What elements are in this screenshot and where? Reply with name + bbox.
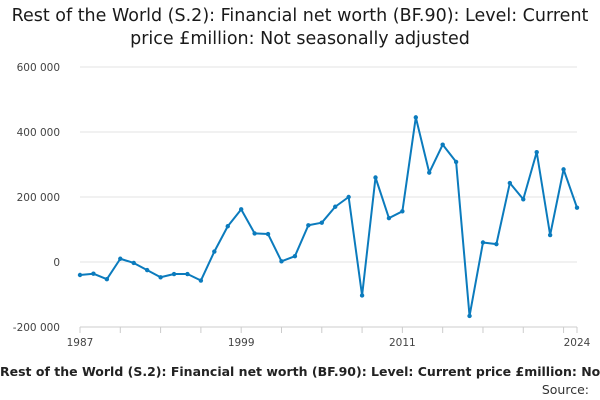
- data-series: [77, 115, 580, 319]
- x-tick-label: 2011: [389, 337, 416, 349]
- data-point[interactable]: [265, 231, 271, 237]
- data-point[interactable]: [373, 175, 378, 180]
- chart-title: Rest of the World (S.2): Financial net w…: [11, 6, 589, 49]
- data-point[interactable]: [561, 167, 566, 172]
- data-point[interactable]: [386, 215, 392, 221]
- data-point[interactable]: [507, 180, 513, 186]
- data-point[interactable]: [198, 278, 204, 283]
- data-point[interactable]: [212, 249, 217, 254]
- data-point[interactable]: [225, 224, 230, 229]
- data-point[interactable]: [521, 197, 526, 202]
- data-point[interactable]: [158, 275, 163, 280]
- data-point[interactable]: [574, 205, 580, 210]
- y-tick-label: 600 000: [17, 62, 60, 74]
- y-tick-label: 200 000: [17, 192, 60, 204]
- data-point[interactable]: [131, 260, 136, 266]
- data-point[interactable]: [306, 223, 311, 228]
- series-line: [79, 116, 578, 317]
- data-point[interactable]: [547, 232, 553, 238]
- data-point[interactable]: [91, 271, 96, 276]
- data-point[interactable]: [319, 220, 324, 225]
- x-tick-label: 1987: [67, 337, 94, 349]
- data-point[interactable]: [279, 259, 284, 264]
- data-point[interactable]: [171, 271, 177, 277]
- data-point[interactable]: [480, 240, 486, 245]
- data-point[interactable]: [118, 256, 123, 261]
- source-label: Source:: [541, 382, 589, 397]
- data-point[interactable]: [292, 253, 298, 259]
- x-tick-label: 2024: [564, 337, 591, 349]
- data-point[interactable]: [144, 267, 150, 273]
- x-tick-label: 1999: [228, 337, 255, 349]
- y-tick-label: -200 000: [13, 322, 60, 334]
- data-point[interactable]: [467, 313, 472, 319]
- data-point[interactable]: [77, 272, 83, 278]
- x-axis-tick-labels: 1987 1999 2011 2024: [67, 337, 591, 349]
- data-point[interactable]: [400, 209, 405, 214]
- data-point[interactable]: [440, 142, 445, 147]
- data-point[interactable]: [534, 149, 539, 155]
- data-point[interactable]: [359, 293, 365, 298]
- y-tick-label: 0: [53, 257, 60, 269]
- data-point[interactable]: [453, 159, 459, 165]
- data-point[interactable]: [413, 115, 419, 120]
- y-axis-tick-labels: 600 000 400 000 200 000 0 -200 000: [13, 62, 60, 334]
- data-point[interactable]: [346, 194, 351, 200]
- grid-lines: [80, 66, 577, 328]
- data-point[interactable]: [185, 271, 190, 277]
- x-axis-ticks: [79, 327, 578, 333]
- y-tick-label: 400 000: [17, 127, 60, 139]
- data-point[interactable]: [427, 170, 432, 175]
- data-point[interactable]: [494, 241, 499, 247]
- x-axis-caption: Rest of the World (S.2): Financial net w…: [0, 364, 600, 379]
- data-point[interactable]: [104, 277, 110, 282]
- data-point[interactable]: [252, 231, 257, 236]
- data-point[interactable]: [238, 207, 244, 212]
- data-point[interactable]: [333, 204, 338, 209]
